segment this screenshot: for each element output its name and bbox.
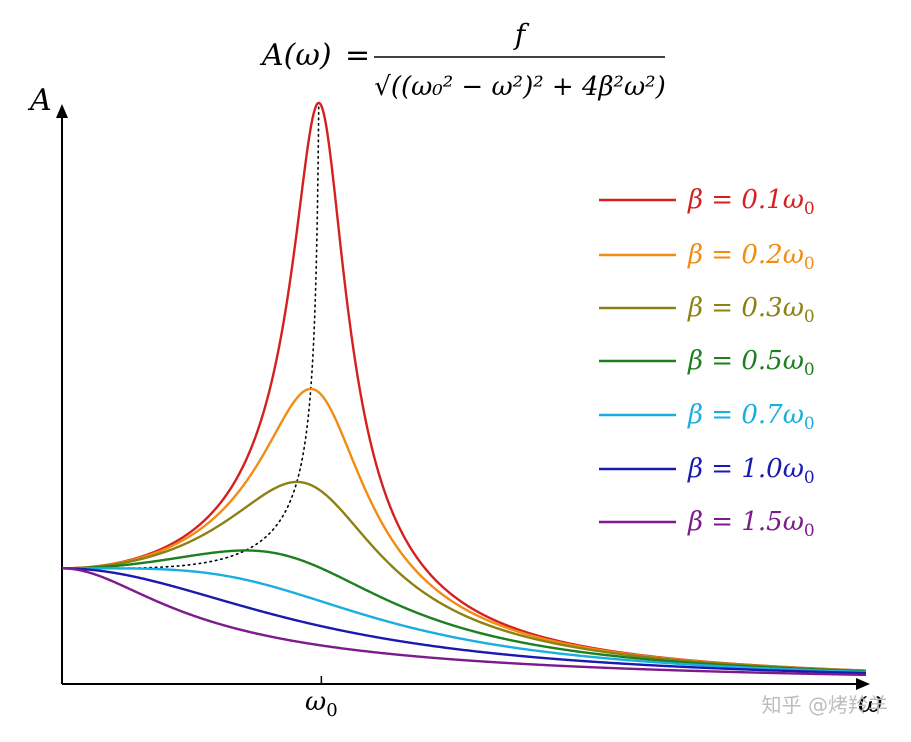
legend-label-sub: 0 [804,521,815,541]
curves [61,101,867,677]
y-axis-label: A [27,83,52,118]
legend-label-main: β = 0.7ω [687,400,804,430]
legend-item: β = 1.0ω0 [599,454,815,488]
chart-title: A(ω) = f √((ω₀² − ω²)² + 4β²ω²) [259,18,666,102]
legend-item: β = 0.3ω0 [599,293,815,327]
x-tick-label-main: ω [305,687,326,717]
legend-label-main: β = 0.2ω [687,240,804,270]
series-line-beta-0-7 [61,567,867,674]
x-tick-label-omega0: ω0 [305,687,338,721]
title-denominator: √((ω₀² − ω²)² + 4β²ω²) [374,72,665,102]
x-axis-label: ω [858,685,882,720]
legend-label: β = 0.3ω0 [687,293,815,327]
resonance-locus-line [65,106,320,570]
legend-item: β = 1.5ω0 [599,507,815,541]
legend-label-sub: 0 [804,414,815,434]
legend-label-sub: 0 [804,307,815,327]
title-numerator: f [513,18,530,51]
watermark: 知乎 @烤羚羊 [762,693,888,717]
legend-label: β = 0.1ω0 [687,185,815,219]
x-ticks: ω0 [305,676,338,721]
legend: β = 0.1ω0 β = 0.2ω0 β = 0.3ω0 β = 0.5ω0 … [599,185,815,541]
legend-label-sub: 0 [804,360,815,380]
legend-label-main: β = 0.3ω [687,293,804,323]
legend-label: β = 0.5ω0 [687,346,815,380]
title-lhs: A(ω) [259,38,332,73]
legend-label: β = 0.7ω0 [687,400,815,434]
legend-label-sub: 0 [804,468,815,488]
legend-item: β = 0.2ω0 [599,240,815,274]
legend-label-sub: 0 [804,254,815,274]
legend-label: β = 1.5ω0 [687,507,815,541]
series-line-beta-1 [61,567,867,675]
x-tick-label-sub: 0 [326,700,337,721]
legend-item: β = 0.1ω0 [599,185,815,219]
legend-label: β = 0.2ω0 [687,240,815,274]
series-line-beta-0-5 [61,549,867,673]
legend-label-sub: 0 [804,199,815,219]
legend-label-main: β = 0.1ω [687,185,804,215]
y-axis-arrow [56,104,68,118]
legend-item: β = 0.7ω0 [599,400,815,434]
legend-label-main: β = 1.5ω [687,507,804,537]
legend-item: β = 0.5ω0 [599,346,815,380]
title-equals: = [345,38,370,73]
legend-label-main: β = 0.5ω [687,346,804,376]
legend-label-main: β = 1.0ω [687,454,804,484]
legend-label: β = 1.0ω0 [687,454,815,488]
x-axis-arrow [856,678,870,690]
series-line-beta-1-5 [61,567,867,677]
axes: A ω [27,83,882,720]
